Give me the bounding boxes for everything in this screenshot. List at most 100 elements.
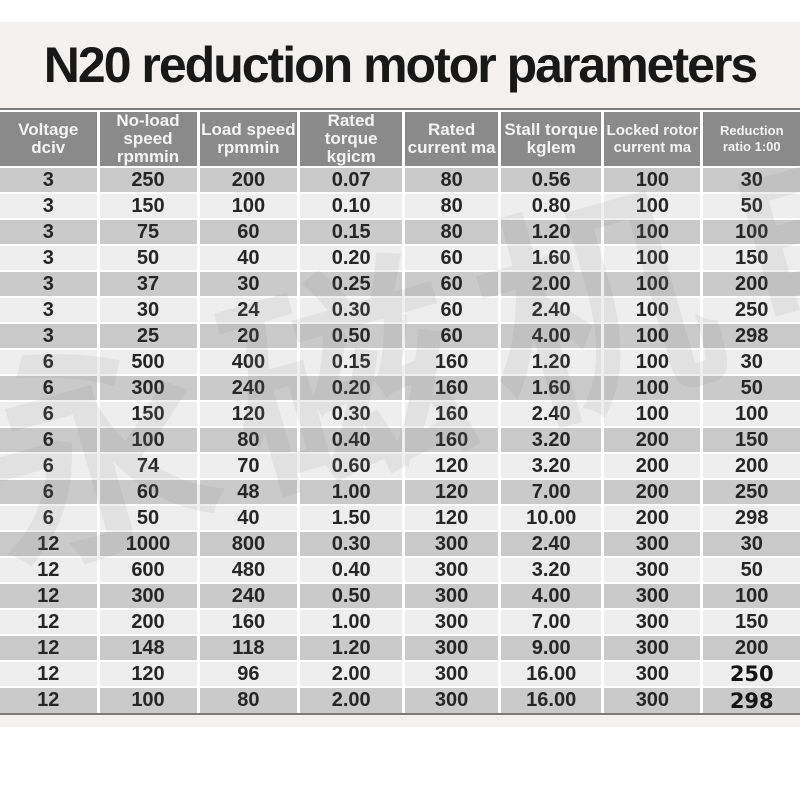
table-cell: 148	[98, 635, 200, 662]
page-title: N20 reduction motor parameters	[43, 37, 758, 93]
table-cell: 0.40	[298, 557, 406, 584]
table-cell: 200	[98, 609, 200, 636]
table-cell: 2.40	[499, 531, 605, 558]
table-cell: 300	[403, 583, 502, 610]
table-cell: 80	[403, 193, 502, 220]
table-cell: 12	[0, 687, 100, 713]
table-row: 3 75 60 0.15 80 1.20 100 100	[0, 219, 800, 246]
table-cell: 60	[403, 323, 502, 350]
table-cell: 100	[98, 687, 200, 713]
table-cell: 50	[701, 375, 800, 402]
table-cell: 0.20	[298, 245, 406, 272]
table-cell: 30	[701, 531, 800, 558]
table-cell: 7.00	[499, 479, 605, 506]
table-cell: 160	[403, 427, 502, 454]
table-row: 3 37 30 0.25 60 2.00 100 200	[0, 271, 800, 298]
table-row: 6 100 80 0.40 160 3.20 200 150	[0, 427, 800, 454]
table-cell: 60	[403, 271, 502, 298]
table-row: 12 600 480 0.40 300 3.20 300 50	[0, 557, 800, 584]
table-row: 6 150 120 0.30 160 2.40 100 100	[0, 401, 800, 428]
table-row: 12 1000 800 0.30 300 2.40 300 30	[0, 531, 800, 558]
column-header: No-load speed rpmmin	[98, 110, 200, 168]
table-cell: 60	[403, 245, 502, 272]
table-cell: 0.07	[298, 167, 406, 194]
table-cell: 100	[602, 297, 704, 324]
table-cell: 12	[0, 609, 100, 636]
table-cell: 500	[98, 349, 200, 376]
column-header: Rated current ma	[403, 110, 502, 168]
table-cell: 100	[701, 219, 800, 246]
table-cell: 300	[602, 661, 704, 688]
table-cell: 300	[403, 531, 502, 558]
column-header: Load speed rpmmin	[198, 110, 301, 168]
table-cell: 3	[0, 167, 100, 194]
table-cell: 100	[602, 323, 704, 350]
table-cell: 298	[701, 323, 800, 350]
table-cell: 100	[701, 401, 800, 428]
table-cell: 250	[701, 297, 800, 324]
table-cell: 0.15	[298, 349, 406, 376]
table-cell: 200	[198, 167, 301, 194]
table-cell: 100	[602, 219, 704, 246]
column-header: Voltage dciv	[0, 110, 100, 168]
table-cell: 120	[403, 479, 502, 506]
table-cell: 300	[602, 609, 704, 636]
table-cell: 160	[403, 349, 502, 376]
table-cell: 0.15	[298, 219, 406, 246]
table-cell: 12	[0, 661, 100, 688]
table-cell: 100	[98, 427, 200, 454]
table-cell: 6	[0, 479, 100, 506]
table-row: 12 100 80 2.00 300 16.00 300 298	[0, 687, 800, 713]
table-cell: 9.00	[499, 635, 605, 662]
table-cell: 300	[403, 687, 502, 713]
top-margin	[0, 0, 800, 22]
table-cell: 24	[198, 297, 301, 324]
table-cell: 250	[98, 167, 200, 194]
table-cell: 50	[701, 193, 800, 220]
table-cell: 100	[602, 245, 704, 272]
table-cell: 3	[0, 193, 100, 220]
table-cell: 0.50	[298, 583, 406, 610]
table-cell: 600	[98, 557, 200, 584]
table-cell: 60	[98, 479, 200, 506]
table-cell: 3.20	[499, 557, 605, 584]
table-cell: 200	[701, 635, 800, 662]
table-cell: 3	[0, 271, 100, 298]
table-cell: 50	[98, 245, 200, 272]
table-cell: 120	[403, 505, 502, 532]
table-cell: 2.00	[298, 661, 406, 688]
table-cell: 1.00	[298, 609, 406, 636]
table-cell: 300	[602, 583, 704, 610]
table-row: 6 300 240 0.20 160 1.60 100 50	[0, 375, 800, 402]
table-cell: 80	[403, 167, 502, 194]
column-header: Locked rotor current ma	[602, 110, 704, 168]
table-row: 12 120 96 2.00 300 16.00 300 250	[0, 661, 800, 688]
table-cell: 60	[403, 297, 502, 324]
table-cell: 298	[701, 505, 800, 532]
table-cell: 300	[403, 557, 502, 584]
table-cell: 1.50	[298, 505, 406, 532]
table-cell: 30	[198, 271, 301, 298]
table-cell: 150	[701, 427, 800, 454]
table-cell: 100	[602, 375, 704, 402]
table-cell: 200	[602, 427, 704, 454]
table-cell: 100	[198, 193, 301, 220]
content-band: N20 reduction motor parameters Voltage d…	[0, 22, 800, 727]
table-cell: 480	[198, 557, 301, 584]
table-cell: 60	[198, 219, 301, 246]
table-cell: 100	[701, 583, 800, 610]
table-cell: 1.20	[499, 219, 605, 246]
table-cell: 48	[198, 479, 301, 506]
table-cell: 50	[701, 557, 800, 584]
table-cell: 12	[0, 531, 100, 558]
table-cell: 30	[701, 349, 800, 376]
table-row: 6 74 70 0.60 120 3.20 200 200	[0, 453, 800, 480]
table-cell: 6	[0, 375, 100, 402]
table-cell: 200	[602, 453, 704, 480]
table-cell: 30	[701, 167, 800, 194]
header-row: Voltage dciv No-load speed rpmmin Load spe…	[0, 110, 800, 168]
table-cell: 160	[403, 401, 502, 428]
table-cell: 100	[602, 193, 704, 220]
table-cell: 300	[98, 583, 200, 610]
